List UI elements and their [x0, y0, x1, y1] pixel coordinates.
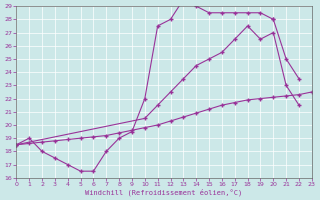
X-axis label: Windchill (Refroidissement éolien,°C): Windchill (Refroidissement éolien,°C)	[85, 188, 243, 196]
